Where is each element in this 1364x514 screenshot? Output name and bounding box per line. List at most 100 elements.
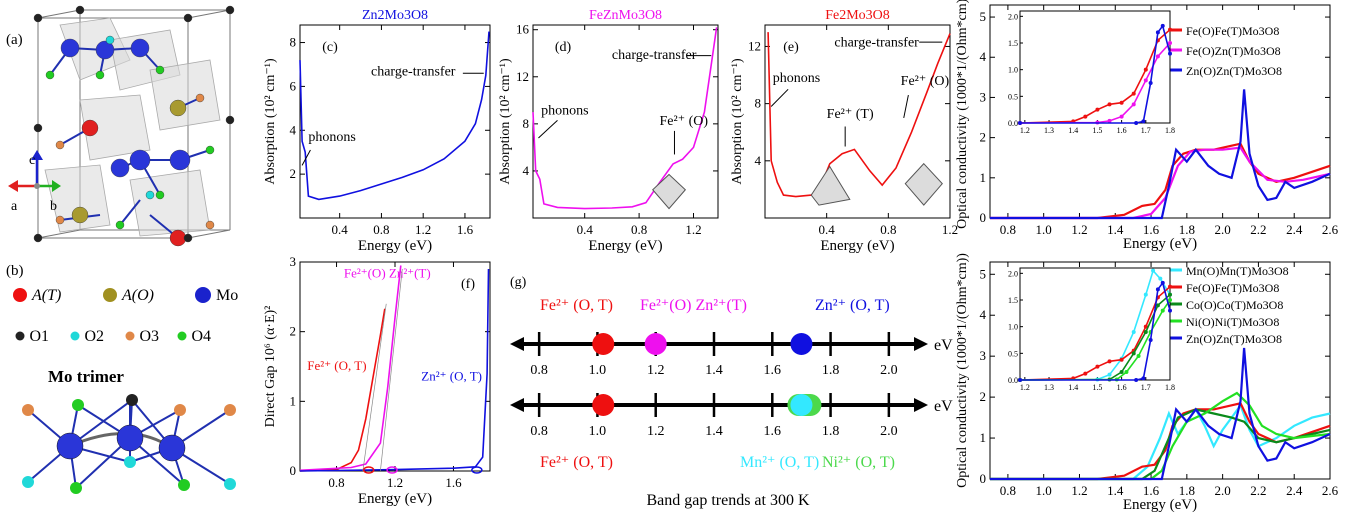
atom bbox=[183, 13, 193, 23]
inset-y-tick-label: 0.5 bbox=[1008, 349, 1018, 358]
legend-atom-label: A(T) bbox=[31, 287, 61, 304]
inset-y-tick-label: 0.5 bbox=[1008, 92, 1018, 101]
y-tick-label: 0 bbox=[980, 210, 987, 225]
axis-right-arrowhead bbox=[914, 337, 928, 351]
inset-x-tick-label: 1.4 bbox=[1068, 126, 1078, 135]
legend-atom-label: O2 bbox=[85, 328, 105, 345]
x-tick-label: 1.0 bbox=[1036, 222, 1052, 237]
inset-series-point bbox=[1095, 364, 1100, 369]
x-tick-label: 1.4 bbox=[1107, 483, 1124, 498]
energy-tick-label: 0.8 bbox=[530, 363, 548, 378]
annotation-fe-o-t: Fe²⁺ (O, T) bbox=[307, 358, 366, 373]
inset-y-tick-label: 1.0 bbox=[1008, 323, 1018, 332]
x-tick-label: 2.6 bbox=[1322, 222, 1339, 237]
inset-series-point bbox=[1168, 298, 1172, 302]
x-tick-label: 1.0 bbox=[1036, 483, 1052, 498]
y-axis-label: Direct Gap 10⁶ (α·E)² bbox=[263, 306, 278, 428]
legend-label: Fe(O)Fe(T)Mo3O8 bbox=[1186, 281, 1279, 295]
x-axis-label: Energy (eV) bbox=[1123, 236, 1197, 252]
chart-title: Fe2Mo3O8 bbox=[825, 8, 890, 23]
energy-tick-label: 2.0 bbox=[880, 363, 898, 378]
energy-tick-label: 1.2 bbox=[647, 424, 665, 439]
legend-label: Mn(O)Mn(T)Mo3O8 bbox=[1186, 264, 1289, 278]
x-tick-label: 2.2 bbox=[1250, 483, 1266, 498]
trimer-oxygen bbox=[224, 404, 236, 416]
legend-label: Zn(O)Zn(T)Mo3O8 bbox=[1186, 64, 1282, 78]
inset-series-point bbox=[1107, 118, 1112, 123]
legend-atom-label: Mo bbox=[216, 287, 238, 304]
y-tick-label: 6 bbox=[290, 78, 297, 93]
inset-y-tick-label: 1.5 bbox=[1008, 296, 1018, 305]
energy-tick-label: 1.6 bbox=[764, 363, 782, 378]
annotation-phonons: phonons bbox=[308, 130, 355, 145]
band-gap-label: Ni²⁺ (O, T) bbox=[822, 454, 895, 471]
atom bbox=[225, 5, 235, 15]
x-tick-label: 0.4 bbox=[819, 222, 836, 237]
band-gap-dot bbox=[790, 394, 813, 416]
inset-x-tick-label: 1.6 bbox=[1117, 383, 1127, 392]
inset-x-tick-label: 1.2 bbox=[1020, 383, 1030, 392]
panel-label: (d) bbox=[555, 40, 572, 55]
octahedron-icon bbox=[652, 173, 687, 210]
atom bbox=[225, 115, 235, 125]
inset-y-tick-label: 2.0 bbox=[1008, 12, 1018, 21]
panel-d: 0.4 0.8 1.2 4 8 12 16 Energy (eV) Absorption (10… bbox=[498, 8, 719, 254]
energy-tick-label: 1.2 bbox=[647, 363, 665, 378]
x-axis-label: Energy (eV) bbox=[588, 238, 662, 254]
coordination-polyhedron bbox=[79, 94, 151, 161]
inset-series-point bbox=[1143, 78, 1148, 83]
inset-h: 1.2 1.3 1.4 1.5 1.6 1.7 1.8 0.0 0.5 1.0 1.5 2.0 bbox=[1008, 10, 1175, 135]
x-axis-label: Energy (eV) bbox=[358, 238, 432, 254]
inset-series-point bbox=[1143, 330, 1148, 334]
atom bbox=[205, 220, 215, 230]
annotation-arrow bbox=[301, 149, 311, 166]
x-tick-label: 1.2 bbox=[942, 222, 958, 237]
inset-series-point bbox=[1107, 359, 1112, 364]
annotation-fe-o: Fe²⁺ (O) bbox=[901, 74, 950, 89]
series-line-2 bbox=[990, 408, 1331, 481]
inset-series-point bbox=[1143, 67, 1148, 72]
inset-series-point bbox=[1119, 100, 1124, 105]
trimer-oxygen bbox=[126, 394, 138, 406]
x-tick-label: 2.0 bbox=[1215, 483, 1231, 498]
y-tick-label: 1 bbox=[980, 430, 987, 445]
inset-series-point bbox=[1134, 378, 1139, 382]
inset-series-point bbox=[1131, 91, 1136, 96]
crystal-structure-panel: (a) c a b bbox=[6, 5, 235, 247]
axis-unit-label: eV bbox=[934, 337, 953, 354]
band-gap-dot bbox=[790, 333, 813, 355]
atom bbox=[55, 140, 65, 150]
inset-x-tick-label: 1.5 bbox=[1092, 126, 1102, 135]
series-line-0 bbox=[532, 27, 718, 210]
atom bbox=[81, 119, 99, 137]
x-axis-label: Energy (eV) bbox=[1123, 497, 1197, 513]
axes-triad: c a b bbox=[8, 150, 61, 214]
annotation-arrow bbox=[903, 94, 909, 119]
x-tick-label: 1.6 bbox=[445, 475, 462, 490]
x-tick-label: 1.2 bbox=[387, 475, 403, 490]
inset-series-point bbox=[1155, 54, 1160, 59]
atom bbox=[183, 233, 193, 243]
x-tick-label: 2.2 bbox=[1250, 222, 1266, 237]
inset-series-point bbox=[1131, 351, 1136, 356]
y-tick-label: 8 bbox=[523, 116, 530, 131]
energy-tick-label: 1.8 bbox=[822, 363, 840, 378]
legend-label: Fe(O)Zn(T)Mo3O8 bbox=[1186, 44, 1281, 58]
axis-unit-label: eV bbox=[934, 398, 953, 415]
atom bbox=[115, 220, 125, 230]
energy-tick-label: 2.0 bbox=[880, 424, 898, 439]
trimer-oxygen bbox=[22, 476, 34, 488]
atom bbox=[195, 93, 205, 103]
inset-x-tick-label: 1.4 bbox=[1068, 383, 1078, 392]
inset-x-tick-label: 1.7 bbox=[1141, 383, 1151, 392]
legend-atom-marker bbox=[177, 331, 187, 341]
tetrahedron-icon bbox=[810, 165, 851, 206]
inset-x-tick-label: 1.7 bbox=[1141, 126, 1151, 135]
series-line-0 bbox=[990, 402, 1331, 481]
x-tick-label: 2.6 bbox=[1322, 483, 1339, 498]
inset-x-tick-label: 1.8 bbox=[1165, 383, 1175, 392]
annotation-charge-transfer: charge-transfer bbox=[371, 64, 456, 79]
inset-frame bbox=[1019, 267, 1171, 381]
legend-atom-label: O3 bbox=[140, 328, 160, 345]
trimer-mo-atom bbox=[116, 424, 144, 452]
